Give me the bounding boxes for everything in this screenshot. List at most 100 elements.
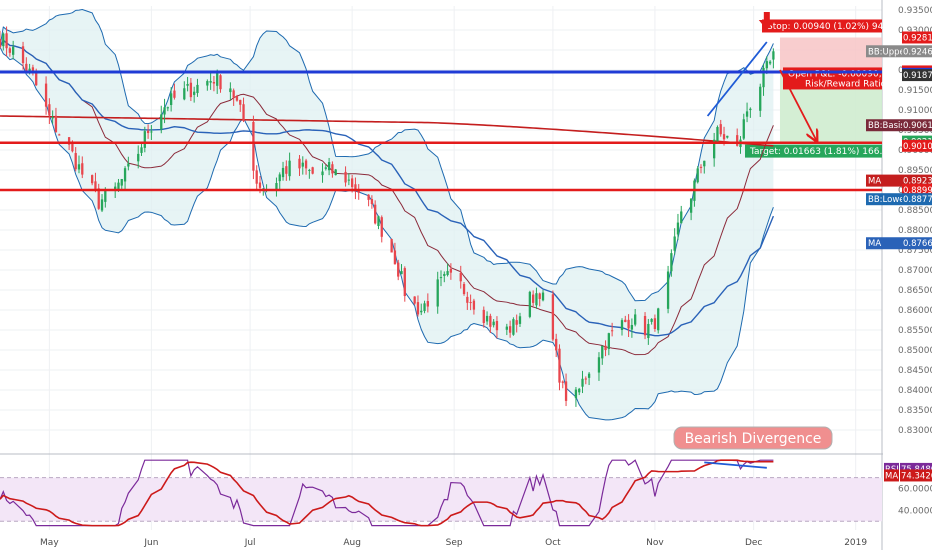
time-tick-label: Nov xyxy=(646,538,664,548)
series-name-tag-label: BB:Lower xyxy=(868,195,908,205)
candle-body xyxy=(505,326,508,330)
price-tag-label: 0.87669 xyxy=(903,239,932,249)
candle-body xyxy=(397,262,400,277)
rsi-ma-name-tag xyxy=(884,469,899,482)
candle-body xyxy=(531,294,535,303)
candle-body xyxy=(538,293,541,299)
candle-body xyxy=(206,81,209,86)
candle-body xyxy=(469,302,472,304)
price-tick-label: 0.87500 xyxy=(898,246,932,256)
candle-body xyxy=(334,169,337,176)
candle-body xyxy=(374,204,377,224)
candle-body xyxy=(607,333,610,349)
candle-body xyxy=(288,160,291,177)
candle-body xyxy=(137,153,140,162)
candle-body xyxy=(482,309,485,323)
candle-body xyxy=(555,338,558,351)
candle-body xyxy=(48,104,51,116)
bollinger-band xyxy=(0,9,774,420)
candle-body xyxy=(768,61,772,64)
candle-body xyxy=(2,33,5,47)
candle-body xyxy=(67,137,71,145)
candle-body xyxy=(726,135,729,138)
candle-body xyxy=(163,107,166,115)
candle-body xyxy=(436,279,439,307)
candle-body xyxy=(97,188,100,209)
candle-body xyxy=(183,88,186,100)
candle-body xyxy=(21,46,25,64)
candle-body xyxy=(377,216,380,227)
candle-body xyxy=(716,127,719,143)
pnl-label: Open P&L: -0.00090, Qty: 5 xyxy=(788,69,911,79)
candle-body xyxy=(311,167,314,174)
candle-body xyxy=(114,186,117,190)
candle-body xyxy=(104,189,107,202)
axis-background xyxy=(883,0,932,550)
candle-body xyxy=(54,115,58,133)
price-tick-label: 0.86500 xyxy=(898,286,932,296)
time-tick-label: Aug xyxy=(343,538,361,548)
time-axis[interactable]: May Jun Jul Aug Sep Oct Nov Dec 2019 xyxy=(40,538,867,548)
series-name-tag xyxy=(866,119,902,132)
time-tick-label: 2019 xyxy=(844,538,867,548)
candle-body xyxy=(186,83,189,86)
candle-body xyxy=(301,162,304,167)
bb-lower-line xyxy=(0,46,774,421)
risk-reward-label: Risk/Reward Ratio: 1.77 xyxy=(805,79,912,89)
candle-body xyxy=(51,117,54,119)
price-tick-label: 0.93000 xyxy=(898,26,932,36)
candle-body xyxy=(196,84,199,94)
series-name-tag-label: MA xyxy=(868,239,881,249)
candle-body xyxy=(127,163,130,167)
price-tag xyxy=(902,69,932,82)
bearish-divergence-callout: Bearish Divergence xyxy=(673,426,833,450)
series-name-tag xyxy=(866,45,902,58)
price-tag xyxy=(902,237,932,250)
horizontal-levels[interactable] xyxy=(0,70,882,192)
candle-body xyxy=(564,381,568,401)
candle-body xyxy=(492,321,495,326)
candle-body xyxy=(120,179,123,186)
series-name-tag-label: MA xyxy=(868,177,881,187)
candle-body xyxy=(416,302,420,315)
trend-lines[interactable] xyxy=(706,12,817,140)
candle-body xyxy=(117,182,120,190)
price-tag xyxy=(902,139,932,152)
candle-body xyxy=(742,119,745,139)
candle-body xyxy=(0,38,2,47)
price-tag xyxy=(902,119,932,132)
price-tag xyxy=(902,174,932,187)
series-name-tag xyxy=(866,237,902,250)
price-tick-label: 0.86000 xyxy=(898,306,932,316)
candle-body xyxy=(515,320,518,325)
candle-body xyxy=(508,326,512,333)
candle-body xyxy=(255,170,258,184)
candle-body xyxy=(298,158,301,169)
stop-info-label: Stop: 0.00940 (1.02%) 94.0, Amo xyxy=(767,22,919,32)
time-tick-label: Oct xyxy=(545,538,561,548)
candle-body xyxy=(400,271,403,275)
candle-body xyxy=(574,389,578,399)
candle-body xyxy=(696,168,699,183)
price-tags: 0.92813BB:Upper0.924680.919640.919040.91… xyxy=(866,31,932,482)
candle-body xyxy=(160,114,163,130)
rsi-ma-name-label: MA xyxy=(885,471,898,481)
candle-body xyxy=(232,90,235,98)
candle-body xyxy=(77,164,81,170)
price-tick-label: 0.85500 xyxy=(898,326,932,336)
candle-body xyxy=(647,323,650,339)
candle-body xyxy=(285,166,288,174)
candle-body xyxy=(331,164,334,174)
candle-body xyxy=(35,72,38,86)
series-name-tag-label: BB:Basis xyxy=(868,121,905,131)
candle-body xyxy=(673,236,676,251)
candle-body xyxy=(367,194,370,200)
candle-body xyxy=(209,81,212,83)
rsi-line xyxy=(0,459,774,527)
rsi-divergence-line xyxy=(704,461,767,469)
candle-body xyxy=(620,320,624,330)
candle-body xyxy=(722,134,726,140)
candle-body xyxy=(541,292,545,301)
band-fill xyxy=(0,9,774,420)
